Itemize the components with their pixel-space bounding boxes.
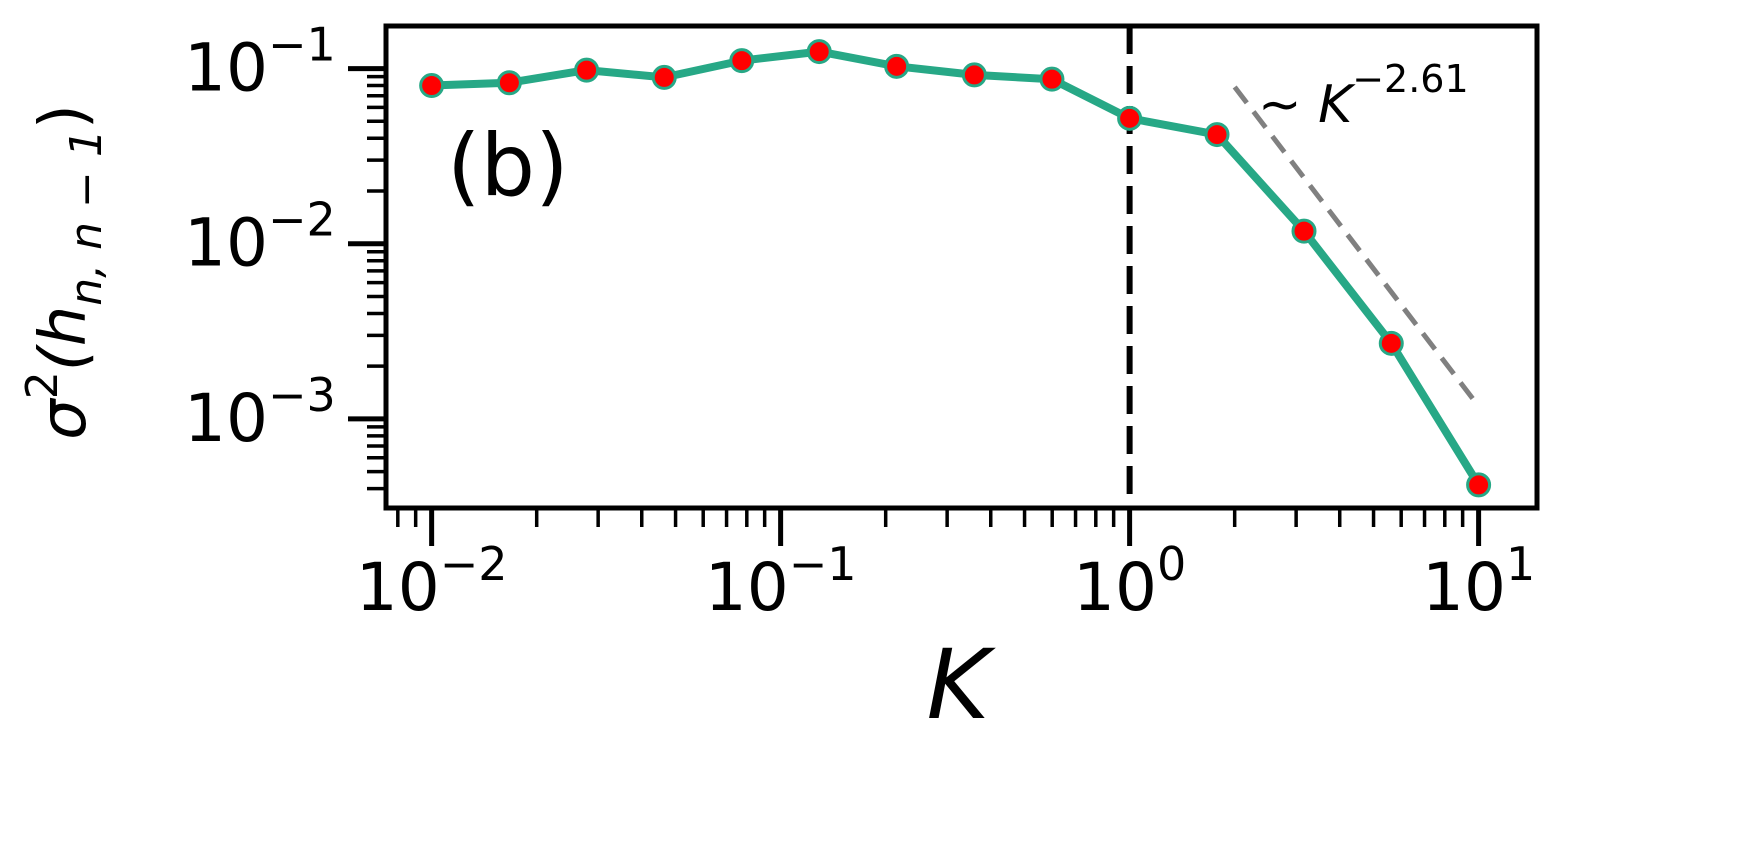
x-tick-label-exponent: −1	[789, 537, 857, 591]
data-point	[1204, 122, 1230, 148]
data-point	[419, 73, 445, 99]
x-tick-label: 10−1	[705, 537, 857, 626]
minor-ticks	[367, 74, 1465, 527]
y-tick-label-base: 10	[184, 205, 268, 282]
guide-label-exponent: −2.61	[1352, 57, 1468, 101]
guide-label-prefix: ∼ K	[1258, 75, 1356, 135]
data-point	[496, 70, 522, 96]
data-point	[651, 64, 677, 90]
panel-label: (b)	[447, 116, 569, 216]
data-point	[574, 57, 600, 83]
y-tick-label: 10−1	[184, 18, 336, 107]
y-tick-label-base: 10	[184, 380, 268, 457]
y-tick-label-exponent: −1	[268, 18, 336, 72]
y-tick-label: 10−3	[184, 368, 336, 457]
data-point	[1039, 66, 1065, 92]
x-tick-label-exponent: −2	[440, 537, 508, 591]
x-tick-label: 101	[1422, 537, 1535, 626]
ylabel-sub: n, n − 1	[61, 129, 112, 306]
power-law-guide-line	[1232, 85, 1481, 408]
data-point	[729, 48, 755, 74]
data-point	[884, 53, 910, 79]
x-axis-label: K	[927, 629, 997, 741]
plot-frame	[383, 23, 1540, 511]
x-tick-label-base: 10	[705, 549, 789, 626]
data-point	[1466, 472, 1492, 498]
y-axis-label: σ2(hn, n − 1)	[17, 104, 112, 440]
x-tick-label-base: 10	[1422, 549, 1506, 626]
y-tick-label-exponent: −2	[268, 193, 336, 247]
data-point	[1378, 330, 1404, 356]
ylabel-close: )	[27, 104, 101, 129]
data-point	[1117, 105, 1143, 131]
x-tick-label: 100	[1073, 537, 1186, 626]
data-point	[806, 39, 832, 65]
data-point	[1291, 218, 1317, 244]
data-point	[961, 62, 987, 88]
x-tick-label-exponent: 0	[1157, 537, 1186, 591]
major-ticks	[348, 66, 1482, 546]
y-tick-label: 10−2	[184, 193, 336, 282]
guide-line-label: ∼ K−2.61	[1258, 57, 1469, 135]
y-tick-label-exponent: −3	[268, 368, 336, 422]
x-tick-label-base: 10	[356, 549, 440, 626]
plot-content	[419, 26, 1492, 508]
series-line	[431, 47, 1483, 487]
x-tick-label-base: 10	[1073, 549, 1157, 626]
ylabel-open: (h	[27, 306, 101, 372]
ylabel-base: σ	[27, 397, 101, 440]
ylabel-sup: 2	[17, 371, 68, 399]
x-tick-label: 10−2	[356, 537, 508, 626]
y-tick-label-base: 10	[184, 30, 268, 107]
x-tick-label-exponent: 1	[1506, 537, 1535, 591]
